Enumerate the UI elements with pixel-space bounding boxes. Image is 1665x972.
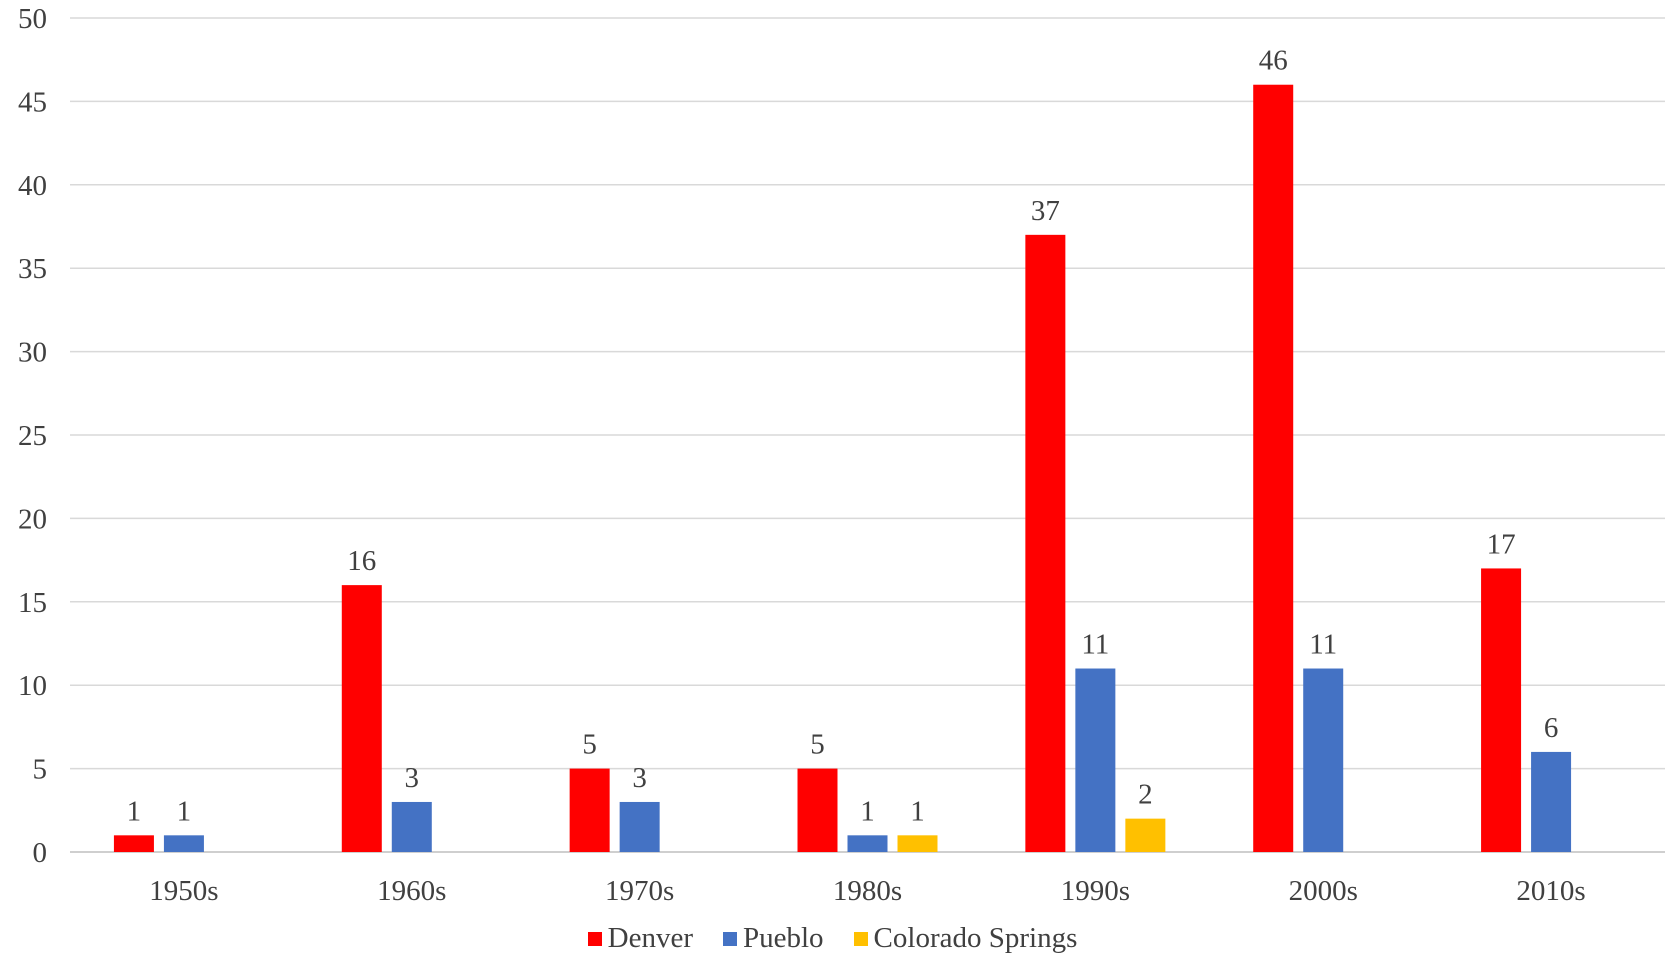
bars	[113, 84, 1572, 853]
y-tick-label: 0	[33, 837, 48, 869]
legend-item-pueblo: Pueblo	[722, 922, 824, 955]
y-tick-label: 15	[18, 587, 47, 619]
legend-swatch	[722, 931, 737, 946]
x-tick-label: 1960s	[377, 875, 446, 907]
data-label: 2	[1138, 779, 1153, 811]
bar-pueblo-1970s	[619, 801, 660, 852]
y-tick-label: 5	[33, 754, 48, 786]
bar-colorado-springs-1990s	[1125, 818, 1166, 852]
data-label: 11	[1081, 629, 1109, 661]
legend: Denver Pueblo Colorado Springs	[0, 922, 1665, 955]
legend-item-colorado-springs: Colorado Springs	[853, 922, 1078, 955]
x-tick-label: 1980s	[833, 875, 902, 907]
bar-pueblo-1960s	[391, 801, 432, 852]
data-label: 3	[632, 762, 647, 794]
legend-swatch	[853, 931, 868, 946]
data-label: 1	[127, 795, 142, 827]
bar-pueblo-1980s	[847, 835, 888, 852]
x-tick-label: 1970s	[605, 875, 674, 907]
y-tick-label: 45	[18, 86, 47, 118]
data-label: 1	[910, 795, 925, 827]
x-tick-label: 1990s	[1061, 875, 1130, 907]
data-label: 37	[1031, 195, 1060, 227]
data-label: 3	[405, 762, 420, 794]
legend-label: Pueblo	[742, 922, 824, 954]
data-label: 1	[860, 795, 875, 827]
bar-pueblo-1990s	[1075, 668, 1116, 852]
x-tick-label: 1950s	[149, 875, 218, 907]
y-tick-label: 10	[18, 670, 47, 702]
bar-colorado-springs-1980s	[897, 835, 938, 852]
bar-pueblo-2000s	[1303, 668, 1344, 852]
data-label: 17	[1487, 528, 1516, 560]
legend-swatch	[587, 931, 602, 946]
bar-denver-1990s	[1025, 234, 1066, 853]
y-tick-label: 30	[18, 337, 47, 369]
y-tick-label: 40	[18, 170, 47, 202]
bar-denver-1960s	[341, 585, 382, 852]
legend-item-denver: Denver	[587, 922, 693, 955]
legend-label: Colorado Springs	[873, 922, 1078, 954]
bar-denver-2000s	[1253, 84, 1294, 853]
y-axis-ticks: 0 5 10 15 20 25 30 35 40 45 50	[18, 3, 47, 869]
x-tick-label: 2000s	[1289, 875, 1358, 907]
data-label: 1	[177, 795, 192, 827]
bar-denver-1950s	[113, 835, 154, 852]
y-tick-label: 35	[18, 253, 47, 285]
y-tick-label: 25	[18, 420, 47, 452]
bar-denver-1980s	[797, 768, 838, 852]
gridlines	[70, 17, 1665, 853]
data-label: 16	[347, 545, 376, 577]
x-tick-label: 2010s	[1516, 875, 1585, 907]
bar-denver-1970s	[569, 768, 610, 852]
data-label: 46	[1259, 45, 1288, 77]
y-tick-label: 20	[18, 503, 47, 535]
y-tick-label: 50	[18, 3, 47, 35]
legend-label: Denver	[607, 922, 693, 954]
data-label: 5	[582, 729, 597, 761]
data-label: 11	[1309, 629, 1337, 661]
data-label: 6	[1544, 712, 1559, 744]
bar-denver-2010s	[1481, 568, 1522, 852]
x-axis-ticks: 1950s 1960s 1970s 1980s 1990s 2000s 2010s	[149, 875, 1585, 907]
bar-pueblo-1950s	[163, 835, 204, 852]
data-label: 5	[810, 729, 825, 761]
bar-pueblo-2010s	[1531, 751, 1572, 852]
